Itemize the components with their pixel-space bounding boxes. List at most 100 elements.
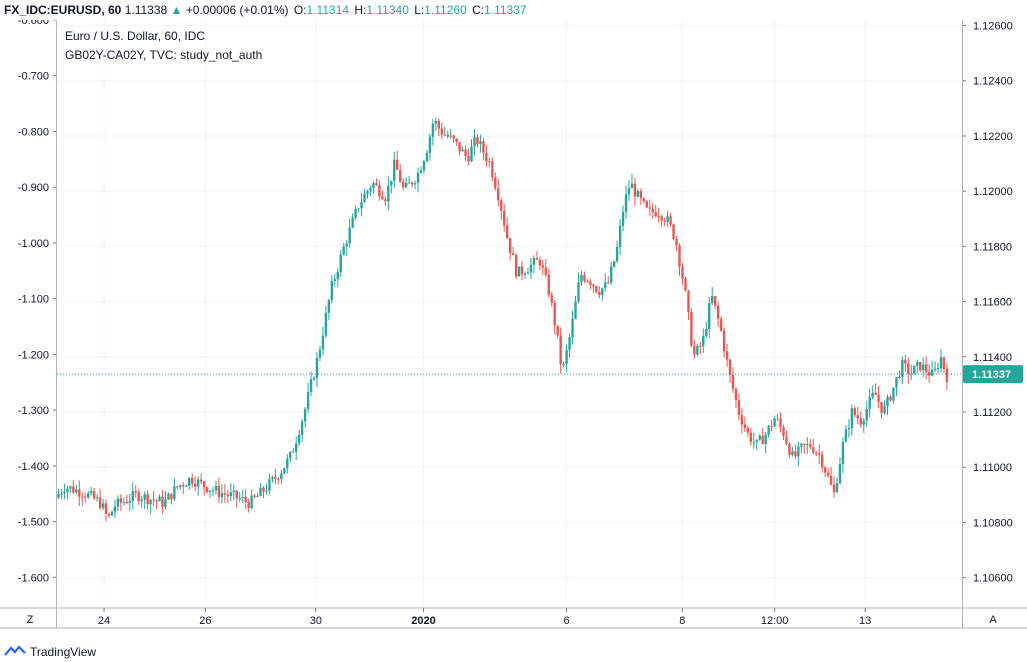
candle-body [767,425,770,435]
candle-body [586,280,589,282]
candle-body [479,141,482,145]
candle-body [60,493,63,495]
candle-body [217,485,221,497]
candle-body [185,485,188,487]
left-axis-tick-label: -0.800 [18,126,49,138]
candle-body [520,266,524,275]
left-axis-tick-label: -0.900 [18,182,49,194]
candle-body [274,477,277,479]
candle-body [235,490,238,499]
zoom-toggle-button[interactable]: Z [27,614,34,626]
tradingview-brand[interactable]: TradingView [30,645,97,659]
candle-body [312,377,316,380]
candle-body [431,123,435,137]
left-price-axis[interactable]: -0.600 -0.700 -0.800 -0.900 -1.000 -1.100 -1.2… [18,20,57,584]
candle-body [577,282,580,302]
candle-body [618,225,622,247]
candle-body [366,191,369,195]
candle-body [761,435,764,445]
candle-body [390,180,393,186]
candle-body [865,408,868,421]
candle-body [89,491,93,494]
candle-body [360,202,363,209]
candle-body [182,485,185,487]
candle-body [167,493,170,500]
candle-body [378,185,381,197]
candle-body [595,286,598,292]
candle-body [449,135,452,137]
candle-body [648,207,651,209]
candle-body [505,225,509,239]
candle-body [942,357,946,369]
candle-body [87,493,90,498]
auto-scale-button[interactable]: A [989,614,997,626]
candle-body [122,501,126,503]
time-axis[interactable]: 24 26 30 2020 6 8 12:00 13 [98,608,871,627]
candle-body [75,489,78,493]
candle-body [476,136,479,145]
right-axis-bg [962,20,1027,608]
candle-body [550,294,553,303]
candle-body [898,376,901,378]
candle-body [369,188,372,192]
candle-body [416,172,420,184]
candle-body [286,458,289,469]
candle-body [788,443,791,455]
candle-body [755,439,758,442]
right-price-axis[interactable]: 1.12600 1.12400 1.12200 1.12000 1.11800 1.116… [962,21,1013,585]
left-axis-tick-label: -1.100 [18,294,49,306]
candle-body [309,379,313,393]
close-value: 1.11337 [484,3,527,17]
right-axis-tick-label: 1.12600 [973,21,1013,33]
candle-body [601,288,604,296]
candle-body [485,152,488,162]
candle-series [57,117,949,522]
candle-body [868,397,871,409]
candle-body [580,274,583,283]
left-axis-tick-label: -1.600 [18,572,49,584]
candle-body [69,486,72,489]
candle-body [850,408,854,429]
candle-body [716,305,720,319]
legend-study[interactable]: GB02Y-CA02Y, TVC: study_not_auth [65,48,262,62]
candle-body [758,435,761,440]
candle-body [604,282,607,289]
candle-body [693,345,696,355]
candle-body [143,494,146,500]
candle-body [832,484,836,493]
footer: TradingView [0,642,1027,662]
candle-body [823,467,827,473]
tradingview-logo-icon[interactable] [4,643,26,662]
candle-body [283,468,286,474]
left-axis-tick-label: -0.700 [18,71,49,83]
candle-body [229,492,233,496]
candle-body [179,485,182,488]
chart-grid [57,20,962,608]
candle-body [627,188,631,195]
time-axis-tick-label: 26 [199,615,211,627]
candle-body [101,503,105,508]
candle-body [208,490,212,493]
candle-body [84,496,87,498]
right-axis-tick-label: 1.12400 [973,76,1013,88]
chart-area[interactable]: -0.600 -0.700 -0.800 -0.900 -1.000 -1.100 -1.2… [0,20,1027,642]
candle-body [72,486,75,493]
candle-body [713,295,717,306]
candle-body [844,429,848,442]
legend-title[interactable]: Euro / U.S. Dollar, 60, IDC [65,29,205,43]
candle-body [871,392,874,398]
time-axis-tick-label: 13 [859,615,871,627]
candle-body [66,488,69,492]
candle-body [571,318,574,338]
symbol-label[interactable]: FX_IDC:EURUSD, 60 [4,3,122,17]
candle-body [345,243,348,247]
candle-body [452,135,455,139]
right-axis-tick-label: 1.11200 [973,407,1012,419]
candle-body [532,258,536,265]
candle-body [238,498,241,500]
candle-body [678,245,681,267]
candle-body [473,136,476,147]
candle-body [728,359,732,375]
candle-body [681,266,684,279]
candle-body [440,128,443,135]
